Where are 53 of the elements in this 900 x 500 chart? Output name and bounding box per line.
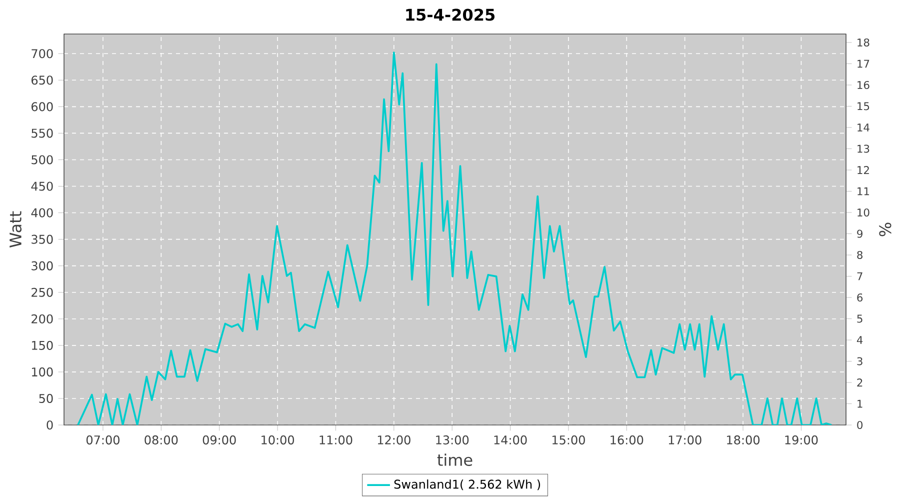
y2-tick-label: 2 [857,378,862,386]
x-tick-label: 19:00 [785,435,818,444]
y2-axis-title: % [879,222,892,236]
y-tick-label: 500 [32,155,53,164]
y-tick-label: 650 [32,76,53,85]
y2-tick-label: 6 [857,293,863,302]
y-tick-label: 450 [31,182,53,191]
y2-tick-label: 1 [858,400,862,408]
x-tick-label: 15:00 [552,435,585,444]
line-series [77,52,832,425]
x-tick-label: 07:00 [86,435,120,444]
x-axis-title: time [437,454,472,466]
chart-title: 15-4-2025 [406,8,495,21]
x-tick-label: 13:00 [436,435,469,444]
y-tick-label: 100 [32,367,53,376]
y2-tick-label: 5 [857,314,862,323]
y2-tick-label: 0 [857,420,863,430]
y-tick-label: 50 [39,394,53,404]
y-tick-label: 350 [32,234,53,244]
x-tick-label: 11:00 [320,435,352,444]
x-tick-label: 09:00 [202,435,236,444]
y-tick-label: 250 [32,288,53,297]
x-tick-label: 12:00 [378,435,410,444]
y-tick-label: 200 [32,314,53,324]
y2-tick-label: 3 [857,357,862,366]
y-tick-label: 0 [46,420,53,430]
y2-tick-label: 16 [858,80,870,90]
y-tick-label: 150 [32,340,53,350]
y2-tick-label: 14 [858,124,870,132]
y2-tick-label: 8 [857,250,862,260]
x-tick-label: 08:00 [144,435,178,444]
y-tick-label: 550 [32,128,53,138]
y-tick-label: 300 [32,261,53,270]
legend-label: Swanland1( 2.562 kWh ) [394,479,540,490]
y2-tick-label: 10 [858,208,870,217]
y2-tick-label: 18 [858,38,870,47]
x-tick-label: 17:00 [668,435,702,444]
y2-tick-label: 17 [858,60,870,68]
y2-tick-label: 13 [858,144,870,153]
x-tick-label: 14:00 [494,435,527,444]
y2-tick-label: 4 [856,336,863,344]
x-tick-label: 10:00 [262,435,294,444]
x-tick-label: 16:00 [610,435,644,444]
y2-tick-label: 9 [857,230,862,238]
y2-tick-label: 15 [858,102,870,110]
y2-tick-label: 12 [858,166,869,174]
y-tick-label: 400 [31,208,53,218]
x-tick-label: 18:00 [727,435,760,444]
y2-tick-label: 7 [857,272,862,280]
y-tick-label: 700 [32,49,53,58]
y-axis-title: Watt [10,211,22,248]
y2-tick-label: 11 [858,187,869,196]
y-tick-label: 600 [32,102,53,112]
